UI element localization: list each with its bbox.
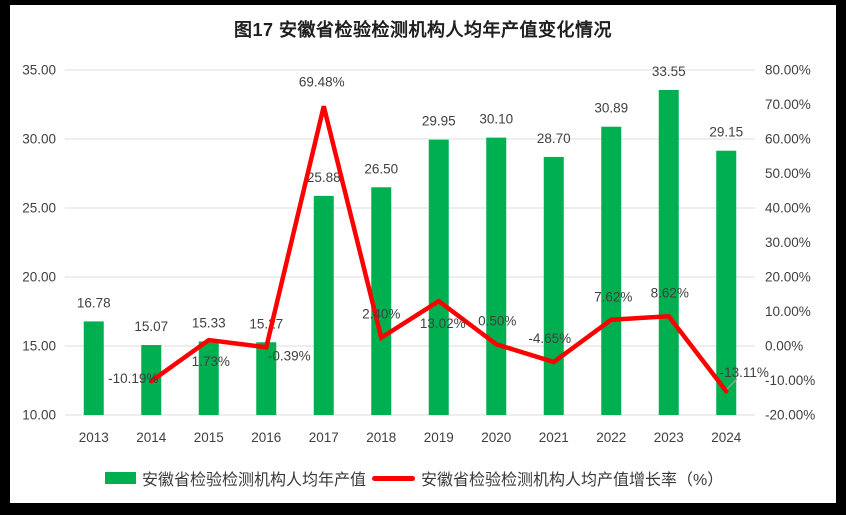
bar (716, 150, 737, 416)
bar-value-label: 15.33 (192, 315, 226, 330)
left-axis-tick-label: 10.00 (22, 408, 56, 423)
x-axis-label: 2013 (79, 430, 109, 445)
bar-value-label: 29.15 (709, 125, 743, 140)
chart-canvas: 10.00 15.00 20.00 25.00 30.00 35.00 -20.00% -10… (22, 63, 815, 446)
right-axis-tick-label: 70.00% (765, 97, 811, 112)
left-axis-tick-label: 20.00 (22, 270, 56, 285)
legend: 安徽省检验检测机构人均年产值 安徽省检验检测机构人均产值增长率（%） (105, 466, 723, 490)
right-axis-tick-label: 40.00% (765, 201, 811, 216)
right-axis-tick-label: -20.00% (765, 408, 815, 423)
bar (313, 195, 334, 415)
x-axis-label: 2020 (481, 430, 511, 445)
right-axis-tick-label: 80.00% (765, 63, 811, 78)
bar-value-label: 25.88 (307, 170, 341, 185)
bar-value-label: 28.70 (537, 131, 571, 146)
chart-panel: 图17 安徽省检验检测机构人均年产值变化情况 10.00 15.00 20.00 25… (10, 5, 836, 503)
growth-value-label: 1.73% (192, 354, 230, 369)
chart-title: 图17 安徽省检验检测机构人均年产值变化情况 (233, 20, 613, 40)
bar (543, 156, 564, 415)
x-axis-label: 2021 (539, 430, 569, 445)
growth-value-label: 69.48% (299, 74, 345, 89)
bar (256, 342, 277, 415)
left-axis-tick-label: 35.00 (22, 63, 56, 78)
x-axis-label: 2017 (309, 430, 339, 445)
growth-value-label: -4.65% (528, 331, 571, 346)
bar (658, 90, 679, 415)
growth-value-label: 13.02% (420, 316, 466, 331)
bar (601, 126, 622, 415)
bar (198, 341, 219, 415)
bar (83, 321, 104, 415)
bar (371, 187, 392, 415)
bar-value-label: 15.07 (134, 319, 168, 334)
left-axis-tick-label: 30.00 (22, 132, 56, 147)
bar-value-label: 16.78 (77, 295, 111, 310)
x-axis-label: 2024 (711, 430, 742, 445)
x-axis-label: 2023 (654, 430, 684, 445)
right-axis-tick-label: 20.00% (765, 270, 811, 285)
legend-label-line: 安徽省检验检测机构人均产值增长率（%） (421, 472, 724, 489)
right-axis-tick-label: 10.00% (765, 304, 811, 319)
right-axis-tick-label: 60.00% (765, 132, 811, 147)
x-axis-label: 2014 (136, 430, 167, 445)
bar-value-label: 30.10 (479, 112, 513, 127)
legend-label-bar: 安徽省检验检测机构人均年产值 (142, 472, 367, 489)
growth-line (149, 105, 729, 394)
growth-value-label: 2.40% (362, 307, 400, 322)
label-leader-line (726, 378, 738, 390)
growth-value-label: 8.62% (651, 285, 689, 300)
right-axis-tick-label: 50.00% (765, 166, 811, 181)
bar (428, 139, 449, 415)
x-axis-label: 2015 (194, 430, 224, 445)
growth-value-label: -13.11% (720, 365, 769, 380)
growth-value-label: 0.50% (478, 313, 516, 328)
right-axis-tick-label: 0.00% (765, 339, 803, 354)
x-axis-label: 2019 (424, 430, 454, 445)
bar-series-swatch-icon (105, 472, 136, 484)
growth-value-label: 7.62% (594, 290, 632, 305)
bar-value-label: 15.27 (249, 316, 283, 331)
x-axis-label: 2016 (251, 430, 281, 445)
left-axis-tick-label: 15.00 (22, 339, 56, 354)
line-series-swatch-icon (372, 475, 416, 481)
bar-value-label: 30.89 (594, 101, 628, 116)
x-axis-label: 2022 (596, 430, 626, 445)
bar-value-label: 26.50 (364, 161, 398, 176)
right-axis-tick-label: 30.00% (765, 235, 811, 250)
left-axis-tick-label: 25.00 (22, 201, 56, 216)
x-axis-label: 2018 (366, 430, 396, 445)
growth-value-label: -10.19% (108, 371, 158, 386)
growth-value-label: -0.39% (268, 348, 311, 363)
bar-value-label: 33.55 (652, 64, 686, 79)
bar (486, 137, 507, 415)
right-axis-tick-label: -10.00% (765, 373, 815, 388)
bar-value-label: 29.95 (422, 114, 456, 129)
